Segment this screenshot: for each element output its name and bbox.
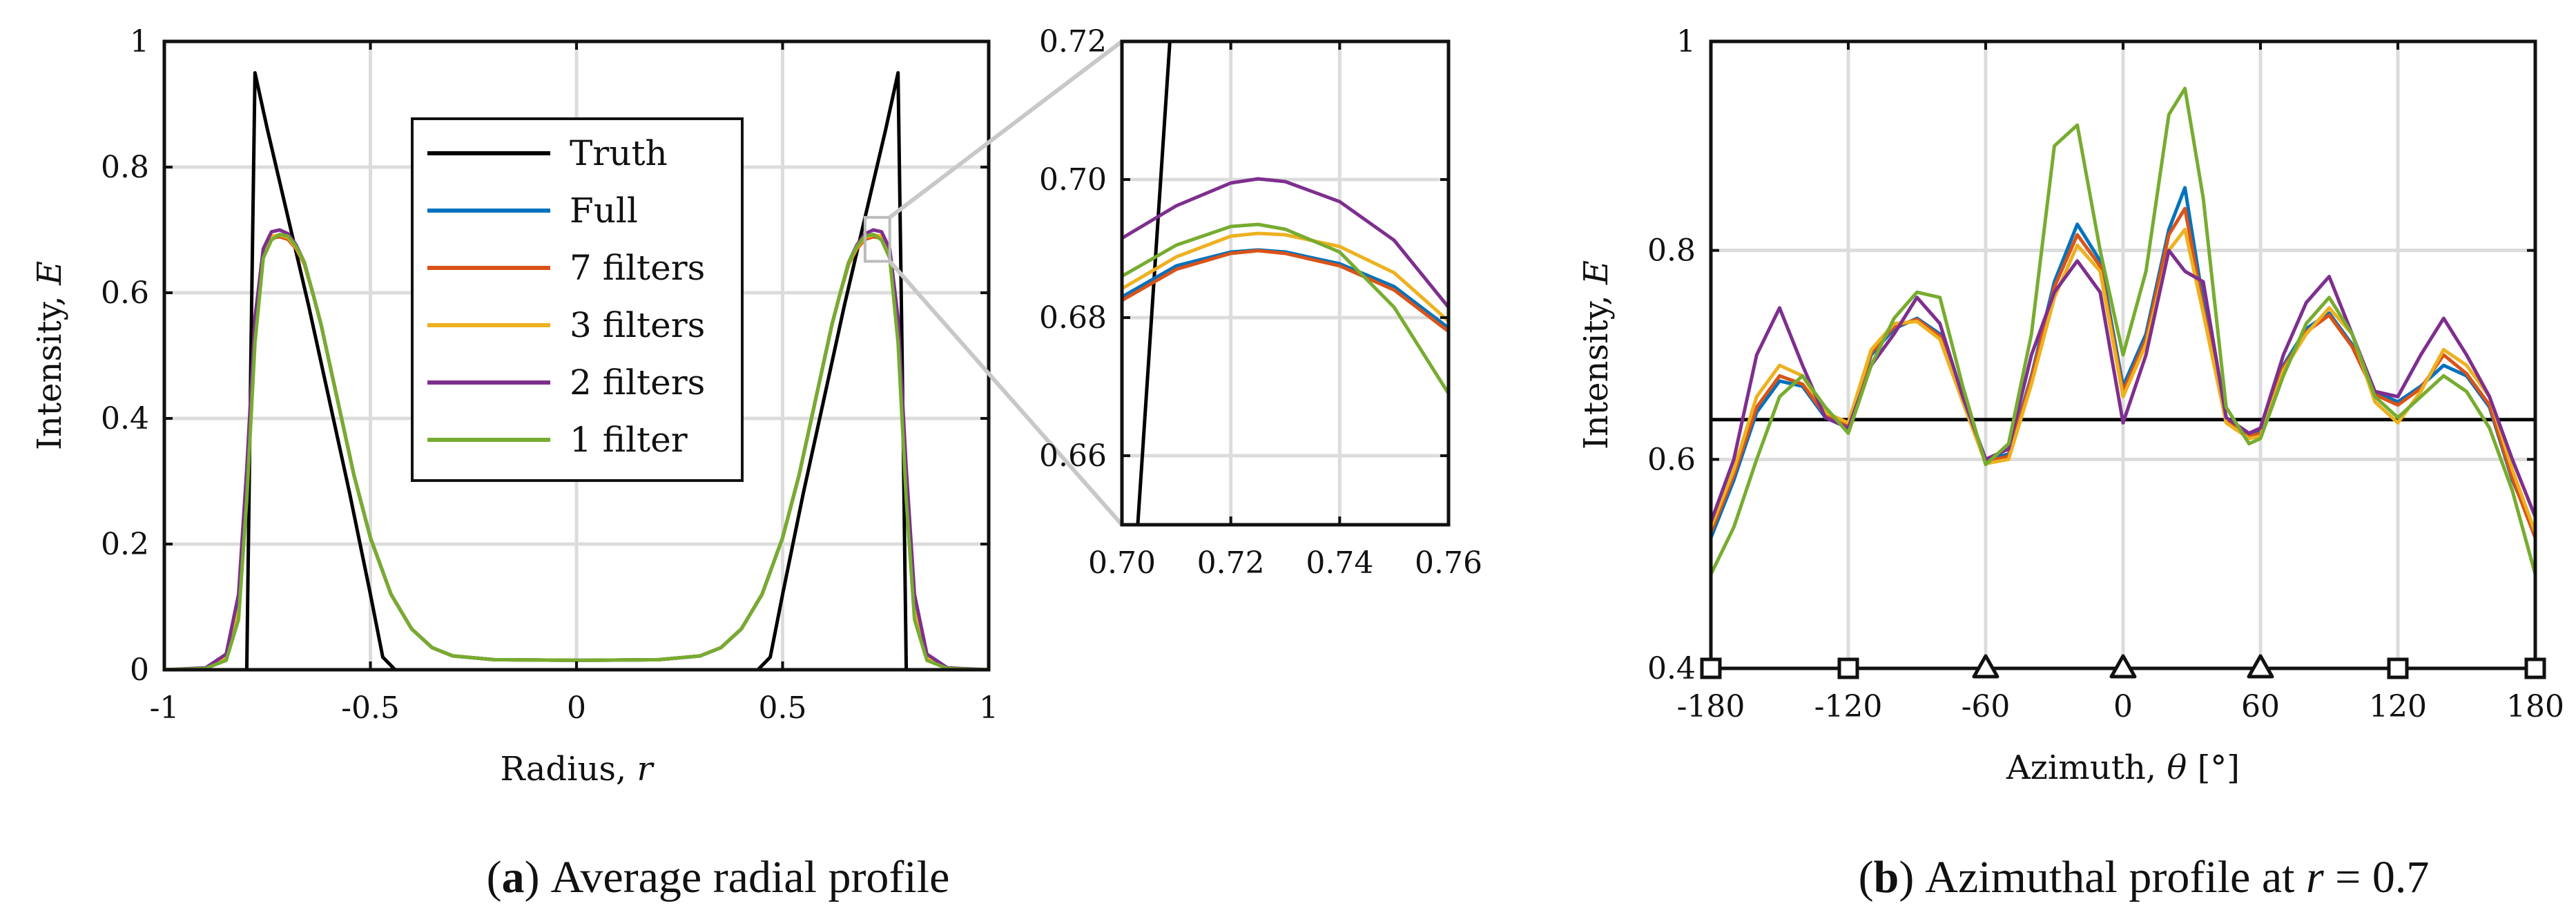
legend-label-full: Full — [570, 191, 638, 231]
legend-label-7-filters: 7 filters — [570, 248, 705, 288]
x-tick-label: 60 — [2241, 689, 2280, 724]
x-tick-label: 0.76 — [1415, 545, 1482, 581]
y-tick-label: 0.72 — [1039, 24, 1107, 59]
caption-a-text: Average radial profile — [551, 852, 950, 902]
y-tick-label: 1 — [1676, 24, 1696, 59]
y-tick-label: 0.66 — [1039, 438, 1107, 474]
series-line-2-filters — [1122, 177, 1449, 309]
legend-label-3-filters: 3 filters — [570, 305, 705, 345]
y-tick-label: 0.8 — [101, 150, 149, 185]
series-line-3-filters — [1711, 227, 2535, 534]
triangle-marker — [2109, 654, 2137, 679]
x-axis-label: Azimuth, θ [°] — [2006, 748, 2240, 787]
x-tick-label: -120 — [1814, 689, 1883, 724]
triangle-marker — [1972, 654, 1999, 679]
caption-b-var: r — [2306, 852, 2324, 902]
azimuthal-profile-plot: -180 -120 -60 0 60 120 180 0.4 0.6 0.8 1 Azimuth, θ… — [1577, 24, 2564, 787]
x-axis-label-unit: [°] — [2187, 748, 2240, 787]
series-line-1-filter — [1122, 222, 1449, 395]
x-tick-label: 0 — [2113, 689, 2133, 724]
zoom-connector-lines — [888, 39, 1124, 526]
x-tick-label: 180 — [2506, 689, 2564, 724]
y-tick-label: 0.6 — [101, 275, 149, 311]
y-tick-label: 0.6 — [1647, 442, 1696, 477]
x-axis-label-text: Radius, — [501, 750, 637, 789]
series-line-truth — [164, 71, 989, 670]
x-axis-label-var: θ — [2167, 748, 2187, 787]
y-axis-label-text: Intensity, — [30, 285, 69, 450]
square-marker — [2387, 657, 2409, 679]
x-tick-label: 0.5 — [759, 690, 807, 726]
caption-b-text: Azimuthal profile at — [1925, 852, 2306, 902]
legend-label-2-filters: 2 filters — [570, 362, 705, 403]
series-line-1-filter — [1711, 86, 2535, 575]
caption-a-letter: a — [502, 852, 525, 902]
x-tick-label: 1 — [979, 690, 998, 726]
series-line-1-filter — [164, 232, 989, 670]
x-tick-label: 0.74 — [1306, 545, 1373, 581]
zoom-inset-plot: 0.70 0.72 0.74 0.76 0.66 0.68 0.70 0.72 — [1039, 24, 1482, 581]
x-tick-label: 0.70 — [1088, 545, 1156, 581]
y-axis-label: Intensity, E — [30, 261, 69, 450]
series-group — [164, 71, 989, 670]
x-tick-label: 0.72 — [1197, 545, 1265, 581]
series-line-3-filters — [1122, 231, 1449, 322]
square-marker — [1837, 657, 1859, 679]
x-tick-label: -1 — [150, 690, 180, 726]
caption-b-letter: b — [1874, 852, 1899, 902]
legend: Truth Full 7 filters 3 filters 2 filters 1 fi… — [411, 117, 744, 482]
x-axis-label-var: r — [637, 750, 655, 789]
caption-b: (b) Azimuthal profile at r = 0.7 — [1859, 852, 2430, 902]
y-axis-label: Intensity, E — [1577, 260, 1616, 449]
series-line-7-filters — [1122, 249, 1449, 333]
x-tick-label: 0 — [567, 690, 586, 726]
zoom-box — [863, 215, 891, 263]
legend-label-1-filter: 1 filter — [570, 420, 688, 460]
square-marker — [2524, 657, 2546, 679]
y-tick-label: 0.4 — [101, 401, 149, 436]
y-tick-label: 0.2 — [101, 527, 149, 562]
y-axis-label-var: E — [1577, 260, 1616, 285]
caption-a-open: ( — [487, 852, 502, 902]
plot-background — [1122, 41, 1449, 525]
y-tick-label: 0.4 — [1647, 651, 1696, 686]
caption-b-eq: = 0.7 — [2324, 852, 2430, 902]
zoom-connector-top — [888, 39, 1123, 220]
series-group — [1122, 41, 1449, 525]
y-tick-label: 0 — [130, 652, 149, 688]
y-tick-label: 0.68 — [1039, 300, 1107, 336]
x-tick-label: 120 — [2369, 689, 2427, 724]
caption-b-open: ( — [1859, 852, 1874, 902]
zoom-connector-bottom — [888, 260, 1124, 526]
x-tick-label: -0.5 — [341, 690, 400, 726]
x-axis-label-text: Azimuth, — [2006, 748, 2167, 787]
triangle-marker — [2247, 654, 2274, 679]
legend-label-truth: Truth — [570, 133, 668, 173]
square-marker — [1700, 657, 1722, 679]
caption-b-close: ) — [1899, 852, 1914, 902]
plot-frame — [1120, 39, 1451, 527]
caption-a: (a) Average radial profile — [487, 852, 950, 902]
x-axis-label: Radius, r — [501, 750, 655, 789]
x-tick-label: -60 — [1962, 689, 2011, 724]
y-tick-label: 0.70 — [1039, 162, 1107, 197]
x-tick-label: -180 — [1677, 689, 1745, 724]
caption-a-close: ) — [525, 852, 540, 902]
series-group — [1711, 86, 2535, 575]
y-axis-label-text: Intensity, — [1577, 284, 1616, 449]
legend-box — [411, 117, 744, 482]
y-axis-label-var: E — [30, 261, 69, 286]
y-tick-label: 1 — [130, 24, 149, 59]
y-tick-label: 0.8 — [1647, 233, 1696, 269]
